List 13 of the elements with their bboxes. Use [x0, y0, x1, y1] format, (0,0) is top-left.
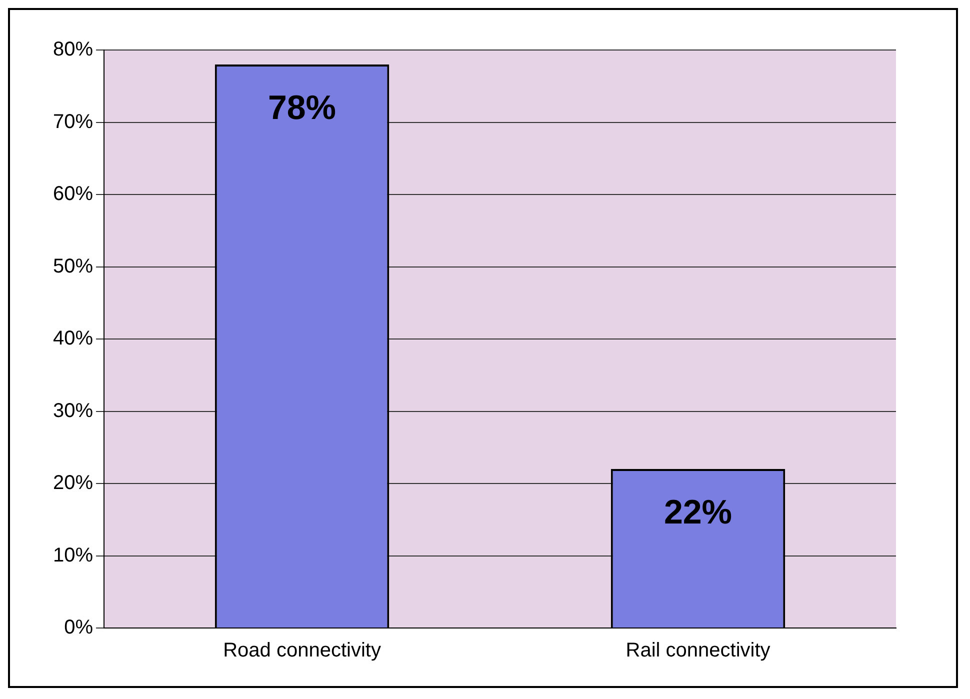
- x-tick-label: Rail connectivity: [626, 640, 770, 662]
- y-tick-label: 80%: [53, 38, 94, 61]
- y-tick-label: 10%: [53, 544, 94, 566]
- y-tick-label: 60%: [53, 183, 94, 206]
- y-tick-label: 40%: [53, 328, 94, 350]
- y-tick-label: 30%: [53, 400, 94, 422]
- data-label: 22%: [664, 493, 732, 532]
- x-tick-label: Road connectivity: [223, 640, 381, 662]
- y-tick-label: 20%: [53, 472, 94, 494]
- y-tick-label: 0%: [64, 616, 94, 639]
- y-tick-label: 50%: [53, 255, 94, 278]
- y-tick-label: 70%: [53, 110, 94, 133]
- data-label: 78%: [268, 88, 336, 127]
